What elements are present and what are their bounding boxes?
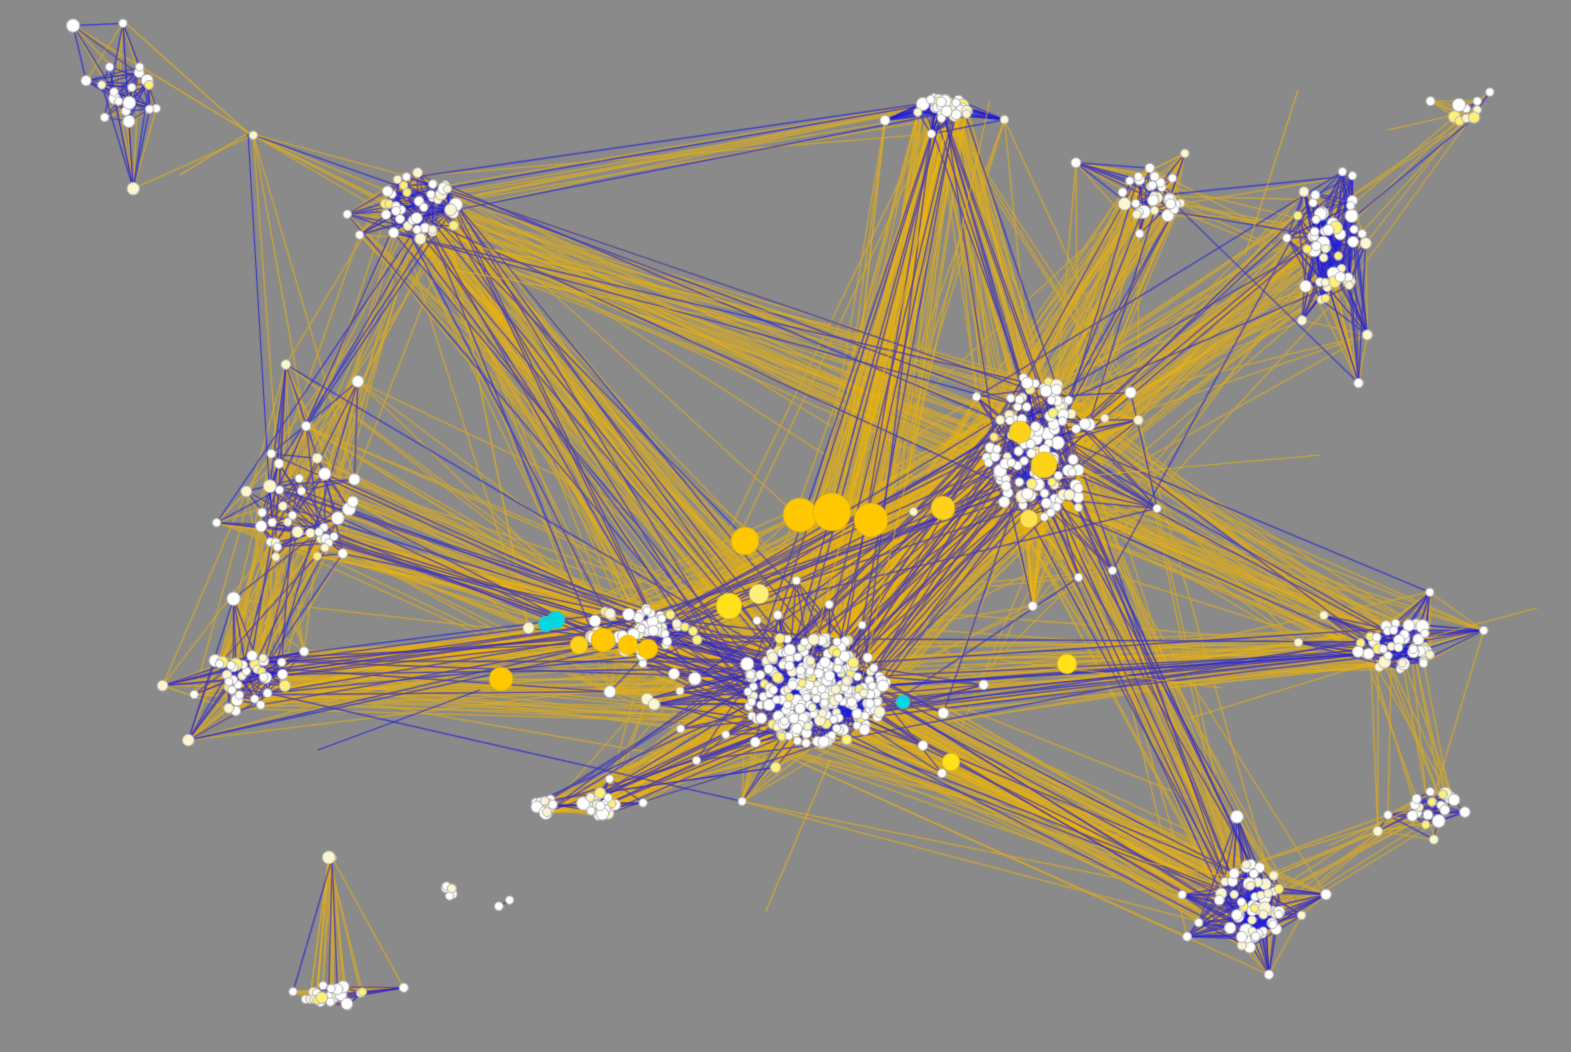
network-graph-canvas[interactable]: [0, 0, 1571, 1052]
graph-visualization-stage[interactable]: [0, 0, 1571, 1052]
